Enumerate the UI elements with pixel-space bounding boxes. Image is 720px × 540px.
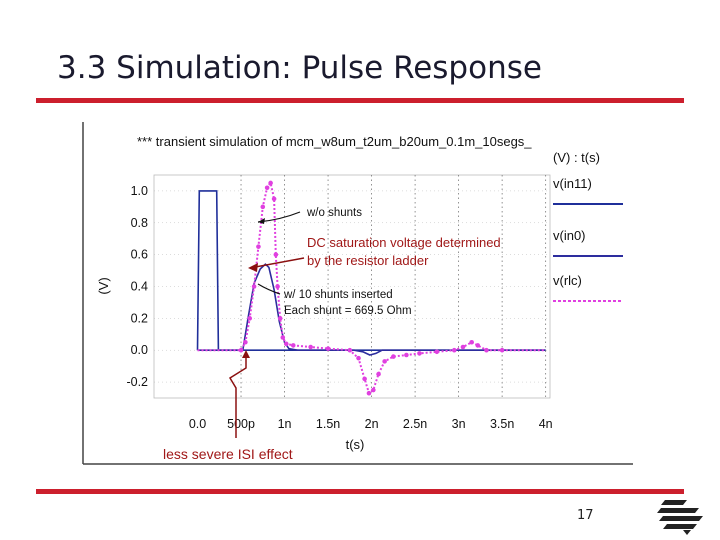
y-tick-label: 0.4 bbox=[131, 280, 148, 294]
series-point bbox=[451, 347, 457, 353]
series-point bbox=[469, 339, 474, 345]
chart-title: *** transient simulation of mcm_w8um_t2u… bbox=[137, 134, 532, 149]
annotation-w-shunts: w/ 10 shunts inserted bbox=[283, 289, 393, 301]
series-point bbox=[417, 351, 422, 356]
footer-divider bbox=[36, 489, 684, 494]
x-tick-label: 3n bbox=[452, 417, 466, 431]
x-axis-label: t(s) bbox=[346, 437, 365, 452]
annotation-arrowhead bbox=[248, 263, 258, 272]
annotation-arrow bbox=[249, 257, 305, 269]
series-point bbox=[499, 347, 505, 353]
series-point bbox=[391, 354, 396, 359]
annotation-dc-saturation: DC saturation voltage determined bbox=[307, 235, 501, 250]
series-point bbox=[404, 352, 409, 358]
series-point bbox=[271, 196, 277, 202]
y-tick-label: -0.2 bbox=[126, 375, 148, 389]
series-point bbox=[280, 335, 286, 340]
x-tick-label: 2.5n bbox=[403, 417, 427, 431]
x-tick-label: 4n bbox=[539, 417, 553, 431]
annotation-arrowhead bbox=[242, 350, 250, 358]
x-tick-label: 2n bbox=[365, 417, 379, 431]
series-point bbox=[264, 185, 270, 191]
y-axis-label: (V) bbox=[96, 277, 111, 294]
page-number: 17 bbox=[577, 508, 594, 523]
series-point bbox=[243, 339, 248, 345]
series-point bbox=[308, 344, 313, 350]
y-tick-label: 1.0 bbox=[131, 184, 148, 198]
legend-label: v(rlc) bbox=[553, 273, 582, 288]
y-tick-label: 0.8 bbox=[131, 216, 148, 230]
x-tick-label: 1.5n bbox=[316, 417, 340, 431]
annotation-arrowhead bbox=[258, 218, 265, 224]
legend-header: (V) : t(s) bbox=[553, 150, 600, 165]
series-point bbox=[290, 343, 296, 348]
series-point bbox=[283, 341, 289, 347]
y-tick-label: 0.2 bbox=[131, 311, 148, 325]
annotation-resistor-ladder: by the resistor ladder bbox=[307, 253, 429, 268]
annotation-zigzag-arrow bbox=[228, 356, 247, 438]
y-tick-label: 0.6 bbox=[131, 248, 148, 262]
legend-label: v(in0) bbox=[553, 228, 586, 243]
annotation-shunt-value: Each shunt = 669.5 Ohm bbox=[284, 305, 412, 317]
series-point bbox=[273, 252, 279, 257]
x-tick-label: 1n bbox=[278, 417, 292, 431]
x-tick-label: 500p bbox=[227, 417, 255, 431]
annotation-isi: less severe ISI effect bbox=[163, 446, 293, 462]
series-point bbox=[275, 284, 280, 289]
series-point bbox=[325, 346, 331, 351]
title-divider bbox=[36, 98, 684, 103]
series-point bbox=[366, 390, 372, 396]
series-point bbox=[256, 244, 261, 249]
series-point bbox=[268, 180, 273, 186]
x-tick-label: 0.0 bbox=[189, 417, 206, 431]
annotation-wo-shunts: w/o shunts bbox=[306, 207, 362, 219]
series-point bbox=[260, 204, 266, 210]
series-point bbox=[382, 359, 387, 364]
series-point bbox=[434, 349, 440, 355]
institution-logo-icon bbox=[657, 500, 703, 535]
legend-label: v(in11) bbox=[553, 176, 592, 191]
series-point bbox=[247, 316, 253, 321]
series-point bbox=[371, 387, 376, 393]
series-point bbox=[475, 343, 481, 348]
series-point bbox=[484, 347, 489, 353]
series-point bbox=[347, 347, 353, 353]
series-point bbox=[356, 355, 361, 361]
series-point bbox=[238, 347, 244, 353]
series-point bbox=[251, 284, 257, 289]
annotation-arrow bbox=[257, 283, 281, 295]
x-tick-label: 3.5n bbox=[490, 417, 514, 431]
series-point bbox=[277, 316, 283, 321]
slide-title: 3.3 Simulation: Pulse Response bbox=[57, 50, 542, 86]
series-point bbox=[362, 376, 367, 382]
y-tick-label: 0.0 bbox=[131, 343, 148, 357]
series-point bbox=[460, 344, 466, 350]
series-point bbox=[376, 371, 381, 377]
